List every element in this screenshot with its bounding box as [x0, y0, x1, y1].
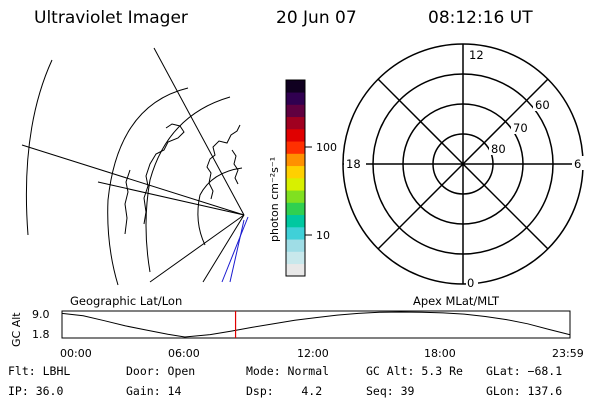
colorbar-segment	[286, 92, 305, 105]
y-tick-label: 9.0	[32, 308, 50, 321]
altitude-timeline: GC Alt 9.0 1.8 00:00 06:00 12:00 18:00 2…	[10, 308, 584, 360]
colorbar-segment	[286, 214, 305, 228]
colorbar-segment	[286, 141, 305, 154]
geographic-label: Geographic Lat/Lon	[70, 294, 182, 308]
lat-label-60: 60	[535, 98, 550, 112]
meridian-line	[149, 214, 245, 283]
colorbar-tick-100: 100	[316, 141, 337, 154]
footer-glon: GLon: 137.6	[486, 384, 562, 398]
colorbar-label: photon cm⁻²s⁻¹	[268, 157, 281, 242]
lat-label-80: 80	[491, 142, 506, 156]
colorbar-segment	[286, 104, 305, 118]
x-tick-label: 06:00	[168, 347, 200, 360]
footer-info: Flt: LBHL Door: Open Mode: Normal GC Alt…	[8, 364, 562, 398]
colorbar-frame	[285, 79, 306, 277]
label-bg	[533, 97, 553, 111]
time-label: 08:12:16 UT	[428, 8, 533, 28]
mlt-label-18: 18	[346, 157, 361, 171]
y-tick-label: 1.8	[32, 328, 50, 341]
geographic-map	[21, 47, 249, 286]
coastline	[143, 123, 185, 225]
timeline-y-label: GC Alt	[10, 312, 23, 347]
coastline	[124, 169, 131, 235]
footer-gc-alt: GC Alt: 5.3 Re	[366, 364, 463, 378]
colorbar-segment	[286, 80, 305, 93]
apex-label: Apex MLat/MLT	[413, 294, 500, 308]
colorbar-segment	[286, 129, 305, 142]
blue-meridian-line	[221, 216, 249, 283]
meridian-line	[153, 47, 245, 216]
label-bg	[466, 47, 484, 61]
colorbar-segment	[286, 153, 305, 167]
coastline	[206, 124, 241, 200]
coastline	[231, 149, 239, 185]
colorbar-segment	[286, 263, 305, 277]
footer-gain: Gain: 14	[126, 384, 181, 398]
meridian-line	[97, 181, 245, 216]
label-bg	[572, 156, 584, 170]
blue-meridian-line	[229, 219, 245, 283]
timeline-frame	[61, 310, 571, 339]
colorbar-segment	[286, 116, 305, 130]
x-tick-label: 23:59	[552, 347, 584, 360]
mlt-label-12: 12	[469, 48, 484, 62]
footer-seq: Seq: 39	[366, 384, 415, 398]
date-label: 20 Jun 07	[276, 8, 357, 28]
latitude-arc-small	[197, 167, 243, 246]
footer-ip: IP: 36.0	[8, 384, 63, 398]
meridian-line	[202, 214, 245, 283]
label-bg	[511, 120, 531, 134]
x-tick-label: 12:00	[297, 347, 329, 360]
label-bg	[466, 275, 478, 289]
mlt-label-0: 0	[467, 276, 474, 290]
meridian-line	[21, 144, 245, 216]
polar-plot: 12 18 6 0 60 70 80	[342, 43, 584, 290]
x-tick-label: 18:00	[424, 347, 456, 360]
colorbar-tick-10: 10	[316, 229, 330, 242]
colorbar-segment	[286, 202, 305, 216]
latitude-arc-inner	[145, 96, 231, 273]
latitude-arc-middle	[107, 87, 189, 286]
colorbar-segment	[286, 190, 305, 203]
footer-door: Door: Open	[126, 364, 195, 378]
lat-label-70: 70	[513, 121, 528, 135]
x-tick-label: 00:00	[60, 347, 92, 360]
label-bg	[489, 141, 509, 155]
label-bg	[344, 156, 366, 170]
colorbar-segment	[286, 251, 305, 265]
footer-mode: Mode: Normal	[246, 364, 329, 378]
altitude-series-line	[61, 311, 570, 338]
colorbar	[285, 79, 306, 277]
latitude-arc-outer	[25, 59, 53, 236]
instrument-title: Ultraviolet Imager	[34, 8, 188, 28]
footer-filter: Flt: LBHL	[8, 364, 70, 378]
mlt-label-6: 6	[574, 157, 581, 171]
footer-dsp: Dsp: 4.2	[246, 384, 322, 398]
colorbar-segment	[286, 178, 305, 191]
colorbar-segment	[286, 239, 305, 252]
footer-glat: GLat: −68.1	[486, 364, 562, 378]
colorbar-segment	[286, 165, 305, 179]
polar-diagonal	[377, 78, 549, 250]
colorbar-segment	[286, 227, 305, 240]
